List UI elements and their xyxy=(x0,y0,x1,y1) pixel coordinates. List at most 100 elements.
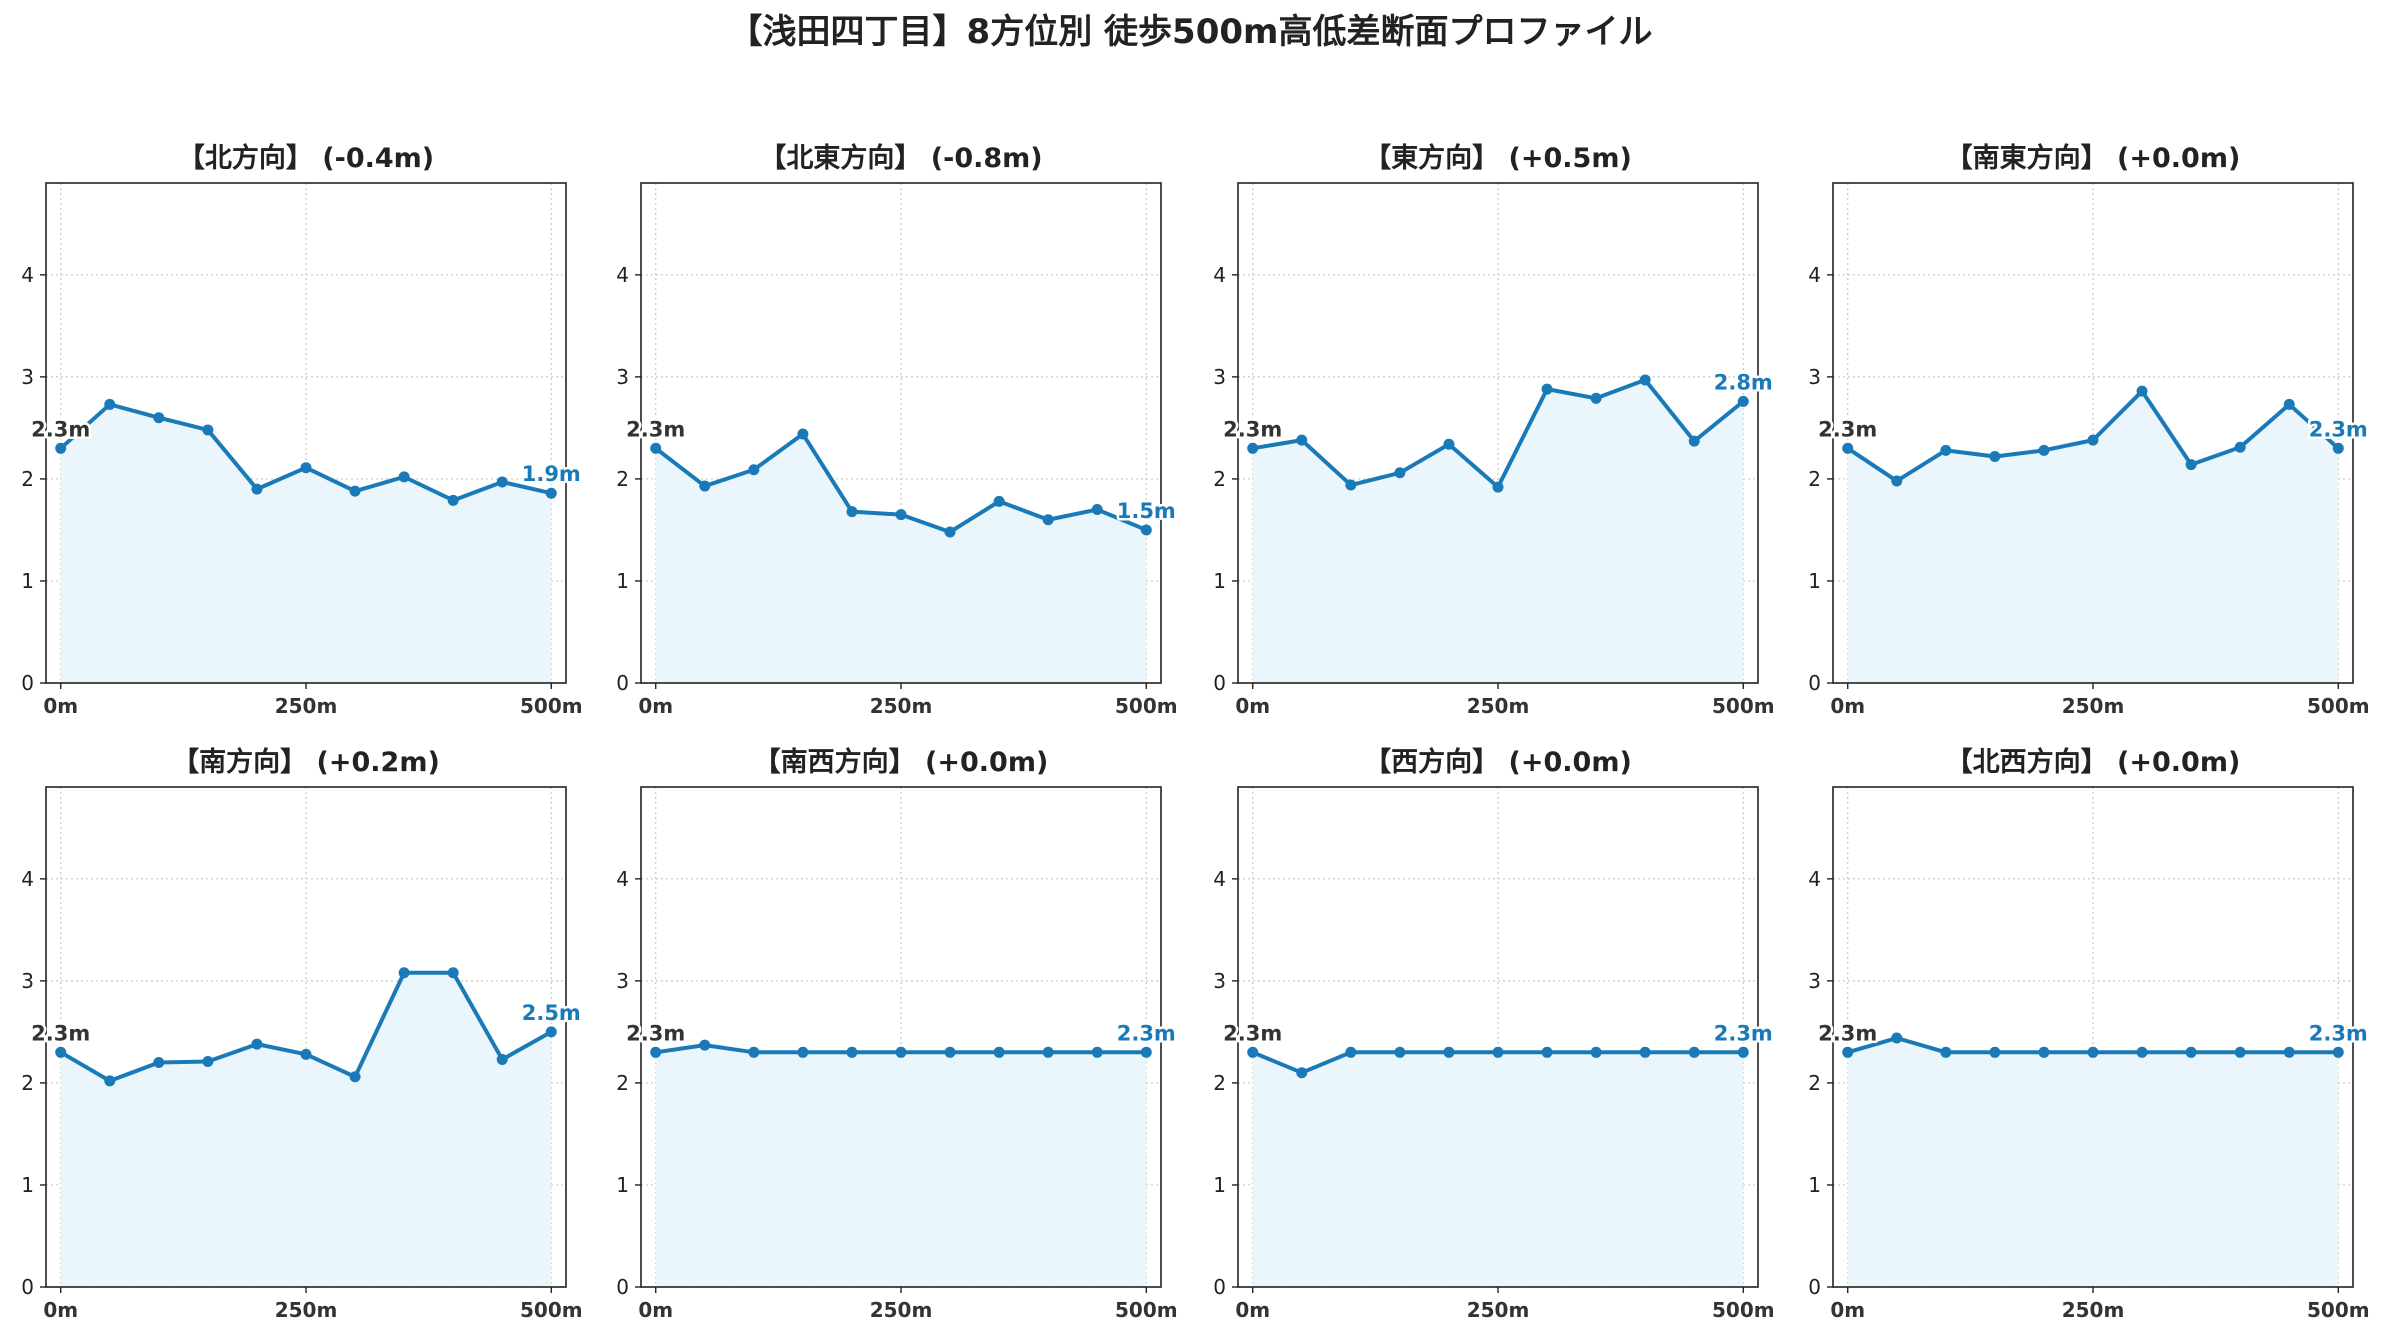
panel-title: 【北方向】 (-0.4m) xyxy=(178,142,434,174)
data-point xyxy=(650,442,662,454)
data-point xyxy=(496,476,508,488)
x-tick-label: 500m xyxy=(2307,1298,2370,1322)
data-point xyxy=(1394,1046,1406,1058)
y-tick-label: 2 xyxy=(1808,1071,1821,1095)
y-tick-label: 4 xyxy=(1808,867,1821,891)
data-point xyxy=(944,1046,956,1058)
x-tick-label: 500m xyxy=(1115,1298,1178,1322)
data-point xyxy=(496,1053,508,1065)
x-tick-label: 250m xyxy=(1467,694,1530,718)
data-point xyxy=(1247,1046,1259,1058)
area-fill xyxy=(1252,379,1744,683)
x-tick-label: 250m xyxy=(275,1298,338,1322)
y-tick-label: 4 xyxy=(616,263,629,287)
y-tick-label: 0 xyxy=(616,1275,629,1299)
y-tick-label: 1 xyxy=(1808,1173,1821,1197)
end-value-label: 1.5m xyxy=(1117,499,1176,523)
end-value-label: 1.9m xyxy=(522,462,581,486)
start-value-label: 2.3m xyxy=(31,1021,90,1045)
data-point xyxy=(748,464,760,476)
data-point xyxy=(55,1046,67,1058)
panel-title: 【南西方向】 (+0.0m) xyxy=(754,746,1049,778)
y-tick-label: 3 xyxy=(1808,365,1821,389)
data-point xyxy=(1042,1046,1054,1058)
panel-title: 【北東方向】 (-0.8m) xyxy=(759,142,1042,174)
data-point xyxy=(1140,1046,1152,1058)
panel-title: 【南東方向】 (+0.0m) xyxy=(1946,142,2241,174)
data-point xyxy=(699,480,711,492)
data-point xyxy=(349,485,361,497)
area-fill xyxy=(1847,391,2339,683)
chart-panel-5: 【南西方向】 (+0.0m) 0 1 2 3 4 0m 250m 500m 2.3m 2.3m xyxy=(616,746,1178,1322)
data-point xyxy=(251,483,263,495)
panel-title: 【西方向】 (+0.0m) xyxy=(1364,746,1632,778)
end-value-label: 2.5m xyxy=(522,1001,581,1025)
data-point xyxy=(699,1039,711,1051)
y-tick-label: 0 xyxy=(616,671,629,695)
data-point xyxy=(55,442,67,454)
data-point xyxy=(2283,1046,2295,1058)
x-tick-label: 500m xyxy=(1712,694,1775,718)
y-tick-label: 0 xyxy=(1808,1275,1821,1299)
data-point xyxy=(944,526,956,538)
data-point xyxy=(202,424,214,436)
y-tick-label: 0 xyxy=(1213,1275,1226,1299)
panel-title: 【南方向】 (+0.2m) xyxy=(172,746,440,778)
data-point xyxy=(1296,434,1308,446)
data-point xyxy=(1737,1046,1749,1058)
y-tick-label: 0 xyxy=(21,671,34,695)
y-tick-label: 1 xyxy=(1213,569,1226,593)
data-point xyxy=(650,1046,662,1058)
y-tick-label: 2 xyxy=(616,1071,629,1095)
end-value-label: 2.3m xyxy=(2309,417,2368,441)
chart-panel-6: 【西方向】 (+0.0m) 0 1 2 3 4 0m 250m 500m 2.3m 2.3m xyxy=(1213,746,1775,1322)
data-point xyxy=(104,398,116,410)
y-tick-label: 3 xyxy=(616,365,629,389)
figure-title: 【浅田四丁目】8方位別 徒歩500m高低差断面プロファイル xyxy=(728,12,1653,52)
y-tick-label: 0 xyxy=(21,1275,34,1299)
x-tick-label: 250m xyxy=(1467,1298,1530,1322)
y-tick-label: 4 xyxy=(21,867,34,891)
data-point xyxy=(1688,435,1700,447)
x-tick-label: 500m xyxy=(2307,694,2370,718)
data-point xyxy=(1737,395,1749,407)
data-point xyxy=(1688,1046,1700,1058)
x-tick-label: 0m xyxy=(638,694,673,718)
area-fill xyxy=(655,1045,1147,1287)
data-point xyxy=(1989,1046,2001,1058)
data-point xyxy=(398,471,410,483)
data-point xyxy=(993,1046,1005,1058)
data-point xyxy=(993,495,1005,507)
data-point xyxy=(1443,1046,1455,1058)
x-tick-label: 500m xyxy=(520,1298,583,1322)
data-point xyxy=(2136,385,2148,397)
data-point xyxy=(398,967,410,979)
data-point xyxy=(2283,398,2295,410)
y-tick-label: 2 xyxy=(21,1071,34,1095)
y-tick-label: 4 xyxy=(616,867,629,891)
data-point xyxy=(2234,441,2246,453)
data-point xyxy=(202,1055,214,1067)
y-tick-label: 1 xyxy=(21,569,34,593)
data-point xyxy=(1296,1067,1308,1079)
y-tick-label: 4 xyxy=(1213,263,1226,287)
start-value-label: 2.3m xyxy=(1818,1021,1877,1045)
data-point xyxy=(2038,1046,2050,1058)
y-tick-label: 1 xyxy=(1808,569,1821,593)
data-point xyxy=(153,1057,165,1069)
chart-panel-4: 【南方向】 (+0.2m) 0 1 2 3 4 0m 250m 500m 2.3m 2.5m xyxy=(21,746,583,1322)
x-tick-label: 0m xyxy=(43,694,78,718)
data-point xyxy=(2087,1046,2099,1058)
x-tick-label: 250m xyxy=(275,694,338,718)
area-fill xyxy=(655,434,1147,683)
data-point xyxy=(545,487,557,499)
data-point xyxy=(2234,1046,2246,1058)
area-fill xyxy=(60,972,552,1287)
data-point xyxy=(1590,1046,1602,1058)
data-point xyxy=(251,1038,263,1050)
data-point xyxy=(447,494,459,506)
y-tick-label: 1 xyxy=(616,1173,629,1197)
data-point xyxy=(2038,444,2050,456)
x-tick-label: 0m xyxy=(1830,694,1865,718)
